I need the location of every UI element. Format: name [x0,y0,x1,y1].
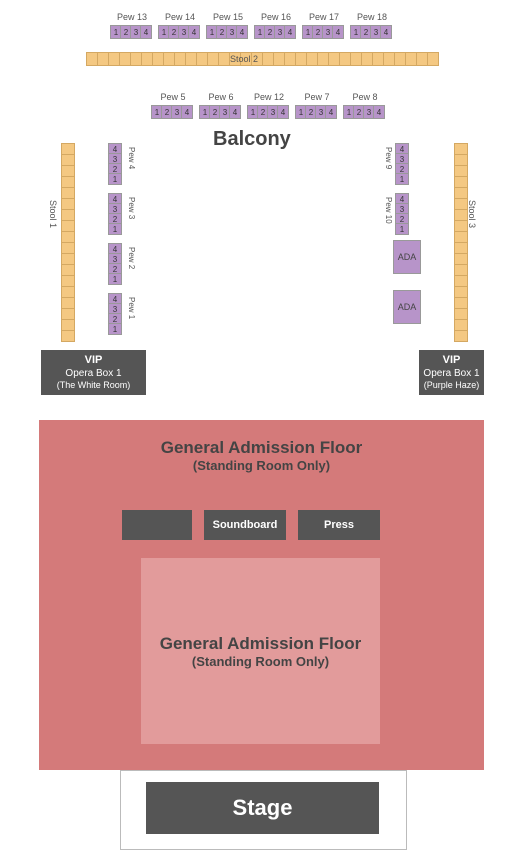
vip-box[interactable]: VIPOpera Box 1(Purple Haze) [419,350,484,395]
seat[interactable]: 1 [108,223,122,235]
seat[interactable]: 4 [380,25,392,39]
seat[interactable]: 4 [188,25,200,39]
press: Press [298,510,380,540]
pew-label: Pew 6 [199,92,243,102]
stool-seat[interactable] [427,52,439,66]
seat[interactable]: 1 [108,173,122,185]
vip-box[interactable]: VIPOpera Box 1(The White Room) [41,350,146,395]
pew-label: Pew 18 [350,12,394,22]
ga-floor-label: General Admission Floor(Standing Room On… [39,438,484,473]
seat[interactable]: 4 [373,105,385,119]
stage: Stage [146,782,379,834]
pew-label: Pew 15 [206,12,250,22]
stool-label: Stool 1 [48,200,58,228]
pew-label: Pew 9 [384,147,393,169]
stool-seat[interactable] [454,330,468,342]
seat[interactable]: 4 [332,25,344,39]
blank-box [122,510,192,540]
stool-label: Stool 2 [230,54,258,64]
seat[interactable]: 4 [229,105,241,119]
seat[interactable]: 4 [236,25,248,39]
seat[interactable]: 1 [108,323,122,335]
stool-seat[interactable] [61,330,75,342]
seat[interactable]: 1 [395,173,409,185]
ada-seat[interactable]: ADA [393,240,421,274]
seat[interactable]: 1 [395,223,409,235]
pew-label: Pew 7 [295,92,339,102]
seat[interactable]: 1 [108,273,122,285]
pew-label: Pew 17 [302,12,346,22]
pew-label: Pew 10 [384,197,393,224]
pew-label: Pew 1 [127,297,136,319]
balcony-label: Balcony [213,128,291,151]
pew-label: Pew 14 [158,12,202,22]
pew-label: Pew 16 [254,12,298,22]
soundboard: Soundboard [204,510,286,540]
seat[interactable]: 4 [325,105,337,119]
stool-label: Stool 3 [467,200,477,228]
pew-label: Pew 3 [127,197,136,219]
seat[interactable]: 4 [140,25,152,39]
ga-inner-floor[interactable]: General Admission Floor(Standing Room On… [141,558,380,744]
pew-label: Pew 4 [127,147,136,169]
seat[interactable]: 4 [181,105,193,119]
pew-label: Pew 12 [247,92,291,102]
pew-label: Pew 2 [127,247,136,269]
pew-label: Pew 5 [151,92,195,102]
seat[interactable]: 4 [284,25,296,39]
seat[interactable]: 4 [277,105,289,119]
pew-label: Pew 13 [110,12,154,22]
ada-seat[interactable]: ADA [393,290,421,324]
pew-label: Pew 8 [343,92,387,102]
